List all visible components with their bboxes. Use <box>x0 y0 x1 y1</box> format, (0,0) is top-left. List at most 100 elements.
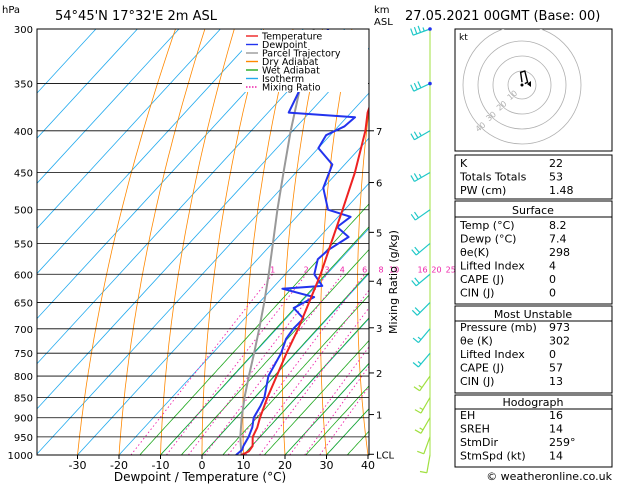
wind-barb <box>420 417 431 434</box>
pressure-tick-label: 350 <box>14 80 33 91</box>
hodo-table-row-label: EH <box>460 409 475 422</box>
wind-barb-flag <box>411 249 417 256</box>
most-unstable-box <box>454 305 613 394</box>
legend-box <box>242 30 368 92</box>
hodo-table-box <box>454 394 613 468</box>
legend-label: Parcel Trajectory <box>262 49 341 60</box>
height-tick-label: 2 <box>376 369 382 380</box>
km-unit-label: km <box>374 5 390 16</box>
height-tick-label: 5 <box>376 228 382 239</box>
most-unstable-row-value: 13 <box>549 375 563 388</box>
index-value: 22 <box>549 157 563 170</box>
wind-barb-flag <box>414 246 420 253</box>
wind-barb-flag <box>412 362 419 368</box>
pressure-tick-label: 900 <box>14 414 33 425</box>
mixing-ratio-label: 3 <box>324 265 329 274</box>
legend-label: Isotherm <box>262 74 304 85</box>
dry-adiabat-line <box>160 29 235 455</box>
surface-row-label: Dewp (°C) <box>460 233 516 246</box>
surface-row-label: Lifted Index <box>460 260 525 273</box>
wind-barb <box>420 397 431 414</box>
mixing-ratio-label: 4 <box>340 265 345 274</box>
mixing-ratio-label: 10 <box>389 265 399 274</box>
wind-barb-flag <box>410 84 415 92</box>
wind-barb <box>419 375 431 392</box>
wind-barb-flag <box>413 211 419 219</box>
wind-barb <box>417 328 431 343</box>
wind-barbs <box>410 25 432 474</box>
pressure-tick-label: 550 <box>14 239 33 250</box>
hodo-table-row-value: 16 <box>549 409 563 422</box>
most-unstable-row-label: CAPE (J) <box>460 362 504 375</box>
surface-row-label: Temp (°C) <box>459 219 515 232</box>
pressure-tick-label: 650 <box>14 299 33 310</box>
hodo-table-title: Hodograph <box>503 396 564 409</box>
index-value: 53 <box>549 171 563 184</box>
parcel-trajectory-line <box>239 29 315 455</box>
x-axis-title: Dewpoint / Temperature (°C) <box>114 470 286 484</box>
surface-title: Surface <box>512 204 554 217</box>
mixing-ratio-label: 25 <box>446 265 456 274</box>
legend-label: Wet Adiabat <box>262 66 320 77</box>
surface-row-value: 7.4 <box>549 233 567 246</box>
wind-barb <box>413 82 431 92</box>
wind-barb-flag <box>410 28 414 36</box>
wind-barb-flag <box>414 307 421 313</box>
plot-frame <box>36 28 370 456</box>
height-tick-label: LCL <box>376 450 395 461</box>
hodograph-ring <box>492 55 552 115</box>
wind-barb-dot <box>428 81 432 86</box>
most-unstable-row-label: θe (K) <box>460 335 493 348</box>
asl-label: ASL <box>374 17 393 28</box>
index-label: K <box>460 157 468 170</box>
wind-barb-flag <box>414 409 422 414</box>
wind-barb <box>414 171 431 182</box>
temperature-tick-label: 30 <box>320 459 334 472</box>
surface-row-value: 0 <box>549 287 556 300</box>
pressure-tick-label: 600 <box>14 270 33 281</box>
pressure-tick-label: 750 <box>14 349 33 360</box>
index-value: 1.48 <box>549 184 574 197</box>
hpa-unit-label: hPa <box>2 5 20 16</box>
pressure-tick-label: 1000 <box>8 451 33 462</box>
isotherm-line <box>37 92 369 455</box>
mixing-ratio-line <box>166 274 307 455</box>
wind-barb <box>412 28 431 36</box>
wind-barb-flag <box>417 336 422 341</box>
dry-adiabat-line <box>201 29 265 455</box>
wind-barb-flag <box>410 175 415 182</box>
hodo-table-row-label: StmDir <box>460 436 499 449</box>
location-title: 54°45'N 17°32'E 2m ASL <box>55 9 218 24</box>
wind-barb-dot <box>428 27 432 31</box>
pressure-tick-label: 800 <box>14 372 33 383</box>
wind-barb-flag <box>410 213 416 221</box>
pressure-tick-label: 300 <box>14 25 33 36</box>
index-label: PW (cm) <box>460 184 506 197</box>
wind-barb-flag <box>418 173 422 178</box>
hodo-table-row-label: SREH <box>460 423 490 436</box>
legend-label: Mixing Ratio <box>262 83 321 94</box>
wind-barb-flag <box>412 337 419 344</box>
temperature-tick-label: 40 <box>361 459 375 472</box>
wind-barb-flag <box>413 173 419 180</box>
pressure-tick-label: 450 <box>14 168 33 179</box>
mixing-ratio-lines <box>130 274 369 455</box>
temperature-tick-label: 10 <box>237 459 251 472</box>
most-unstable-row-value: 973 <box>549 321 570 334</box>
wind-barb-flag <box>417 450 425 455</box>
legend-label: Dry Adiabat <box>262 57 319 68</box>
most-unstable-row-value: 57 <box>549 362 563 375</box>
hodograph-ring <box>462 29 582 145</box>
wind-barb-flag <box>417 361 422 365</box>
hodo-table-row-value: 259° <box>549 436 576 449</box>
indices-box <box>454 154 613 200</box>
index-tables: K 22 Totals Totals 53 PW (cm) 1.48 Surface Temp… <box>454 154 613 468</box>
most-unstable-row-value: 0 <box>549 348 556 361</box>
index-label: Totals Totals <box>459 171 527 184</box>
mixing-ratio-label: 8 <box>379 265 384 274</box>
height-tick-label: 6 <box>376 179 382 190</box>
surface-row-value: 8.2 <box>549 219 567 232</box>
wind-barb-flag <box>419 470 427 474</box>
